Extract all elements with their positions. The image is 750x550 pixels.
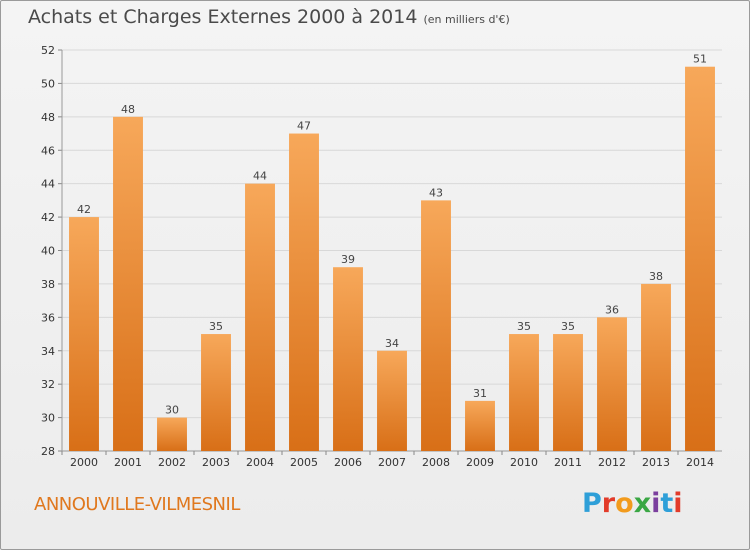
bar bbox=[289, 133, 319, 451]
data-label: 43 bbox=[429, 186, 443, 199]
x-tick-label: 2011 bbox=[554, 456, 582, 469]
y-tick-label: 48 bbox=[41, 111, 55, 124]
data-label: 35 bbox=[561, 320, 575, 333]
y-tick-label: 30 bbox=[41, 412, 55, 425]
town-name: ANNOUVILLE-VILMESNIL bbox=[34, 494, 240, 515]
data-label: 34 bbox=[385, 337, 399, 350]
bar bbox=[509, 334, 539, 451]
data-label: 44 bbox=[253, 170, 267, 183]
data-label: 31 bbox=[473, 387, 487, 400]
data-label: 36 bbox=[605, 303, 619, 316]
y-tick-label: 42 bbox=[41, 211, 55, 224]
x-tick-label: 2009 bbox=[466, 456, 494, 469]
x-tick-label: 2002 bbox=[158, 456, 186, 469]
title-text: Achats et Charges Externes 2000 à 2014 bbox=[28, 6, 418, 28]
x-tick-label: 2003 bbox=[202, 456, 230, 469]
proxiti-logo: Proxiti bbox=[582, 488, 683, 519]
bar bbox=[465, 400, 495, 451]
y-tick-label: 44 bbox=[41, 178, 55, 191]
data-label: 47 bbox=[297, 120, 311, 133]
y-tick-label: 52 bbox=[41, 44, 55, 57]
data-label: 30 bbox=[165, 404, 179, 417]
bar bbox=[377, 350, 407, 451]
bar bbox=[157, 417, 187, 451]
x-tick-label: 2014 bbox=[686, 456, 714, 469]
y-tick-label: 38 bbox=[41, 278, 55, 291]
bar bbox=[553, 334, 583, 451]
y-tick-label: 28 bbox=[41, 445, 55, 458]
x-tick-label: 2008 bbox=[422, 456, 450, 469]
data-label: 38 bbox=[649, 270, 663, 283]
x-tick-label: 2006 bbox=[334, 456, 362, 469]
x-tick-label: 2004 bbox=[246, 456, 274, 469]
x-tick-label: 2010 bbox=[510, 456, 538, 469]
bar bbox=[685, 66, 715, 451]
bar bbox=[421, 200, 451, 451]
x-tick-label: 2007 bbox=[378, 456, 406, 469]
y-tick-label: 32 bbox=[41, 378, 55, 391]
bar bbox=[201, 334, 231, 451]
data-label: 35 bbox=[209, 320, 223, 333]
data-label: 39 bbox=[341, 253, 355, 266]
x-tick-label: 2013 bbox=[642, 456, 670, 469]
bar bbox=[69, 217, 99, 451]
data-label: 42 bbox=[77, 203, 91, 216]
y-tick-label: 34 bbox=[41, 345, 55, 358]
data-label: 48 bbox=[121, 103, 135, 116]
x-tick-label: 2012 bbox=[598, 456, 626, 469]
y-tick-label: 36 bbox=[41, 311, 55, 324]
data-label: 51 bbox=[693, 53, 707, 66]
data-label: 35 bbox=[517, 320, 531, 333]
bar bbox=[245, 183, 275, 451]
bar bbox=[641, 283, 671, 451]
bar bbox=[597, 317, 627, 451]
y-tick-label: 46 bbox=[41, 144, 55, 157]
x-tick-label: 2005 bbox=[290, 456, 318, 469]
x-tick-label: 2001 bbox=[114, 456, 142, 469]
bar bbox=[113, 116, 143, 451]
chart-subtitle: (en milliers d'€) bbox=[423, 13, 510, 26]
y-tick-label: 40 bbox=[41, 245, 55, 258]
bar bbox=[333, 267, 363, 451]
y-tick-label: 50 bbox=[41, 77, 55, 90]
x-tick-label: 2000 bbox=[70, 456, 98, 469]
chart-title: Achats et Charges Externes 2000 à 2014 (e… bbox=[28, 6, 510, 28]
